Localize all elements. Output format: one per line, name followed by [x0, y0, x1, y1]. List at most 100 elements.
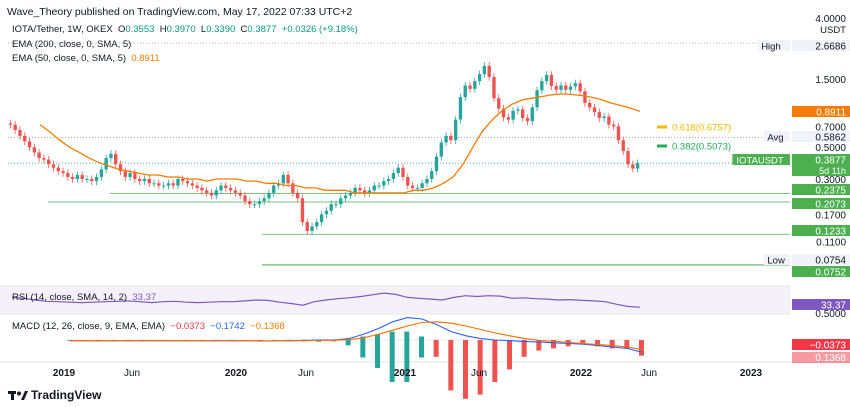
candle-body: [257, 201, 262, 205]
candle-body: [228, 187, 233, 191]
candle-body: [61, 171, 65, 174]
candle-body: [506, 117, 511, 120]
candle-body: [444, 135, 448, 143]
candle-body: [611, 124, 616, 127]
candle-body: [18, 129, 22, 136]
candle-body: [205, 190, 209, 193]
price-tag-name: Avg: [767, 133, 783, 144]
candle-body: [300, 198, 305, 223]
candle-body: [161, 185, 166, 187]
candle-body: [353, 187, 357, 193]
price-tick-label: 0.1100: [816, 237, 846, 248]
candle-body: [181, 178, 185, 182]
price-tag-value: 0.8911: [816, 108, 846, 119]
candle-body: [166, 183, 171, 186]
macd-histogram-bar: [463, 340, 468, 399]
price-tag-box: [792, 352, 850, 363]
macd-histogram-bar: [477, 340, 483, 395]
candle-body: [530, 107, 534, 122]
macd-histogram-bar: [404, 331, 410, 382]
candle-body: [592, 107, 597, 113]
candle-body: [583, 91, 587, 103]
price-tag-name: Low: [767, 256, 785, 267]
candle-body: [544, 74, 549, 82]
macd-legend[interactable]: MACD (12, 26, close, 9, EMA, EMA) −0.037…: [12, 321, 285, 332]
price-tag-box: [792, 254, 850, 265]
candle-body: [382, 181, 386, 186]
macd-histogram-bar: [67, 339, 72, 341]
candle-body: [439, 142, 443, 157]
candle-body: [319, 214, 324, 223]
candle-body: [473, 81, 477, 89]
candle-body: [219, 185, 223, 191]
price-tag-value: 0.5862: [815, 133, 846, 144]
candle-body: [406, 176, 410, 186]
candle-body: [415, 187, 420, 189]
candle-body: [142, 178, 147, 182]
tradingview-icon: [8, 391, 28, 400]
ema200-legend[interactable]: EMA (200, close, 0, SMA, 5): [12, 39, 131, 50]
candle-body: [47, 159, 51, 165]
price-tick-label: 0.3000: [815, 175, 846, 186]
close-value: 0.3877: [247, 24, 277, 35]
candle-body: [482, 65, 487, 75]
rsi-value: 33.37: [132, 292, 157, 303]
candle-body: [305, 222, 309, 231]
horizontal-levels: [8, 42, 790, 266]
candle-body: [51, 164, 56, 168]
candle-body: [104, 158, 108, 170]
rsi-pane: [0, 287, 790, 313]
macd-histogram-bar: [536, 340, 542, 351]
price-tick-label: 4.0000: [815, 14, 846, 25]
candle-body: [99, 169, 104, 177]
published-by-line: Wave_Theory published on TradingView.com…: [7, 6, 353, 18]
macd-histogram-bar: [521, 340, 527, 357]
candle-body: [588, 102, 592, 108]
price-tag-box: [792, 339, 850, 350]
close-label: C: [240, 24, 248, 35]
price-tick-label: 0.5000: [815, 309, 846, 320]
symbol-legend[interactable]: IOTA/Tether, 1W, OKEX O0.3553 H0.3970 L0…: [12, 24, 358, 35]
candle-body: [195, 185, 199, 188]
rsi-legend[interactable]: RSI (14, close, SMA, 14, 2) 33.37: [12, 292, 156, 303]
time-axis[interactable]: 2019 Jun 2020 Jun 2021 Jun 2022 Jun 2023: [53, 368, 763, 379]
ema50-legend[interactable]: EMA (50, close, 0, SMA, 5) 0.8911: [12, 53, 160, 64]
fib-label: 0.382(0.5073): [672, 142, 731, 153]
candle-body: [90, 178, 94, 182]
high-label: H: [159, 24, 167, 35]
time-tick-label: 2023: [740, 368, 763, 379]
ema200-label: EMA (200, close, 0, SMA, 5): [12, 39, 132, 50]
candle-body: [109, 153, 113, 159]
candle-body: [492, 76, 496, 99]
grid-lines: [0, 285, 850, 363]
candle-body: [209, 192, 214, 196]
tradingview-logo[interactable]: TradingView: [8, 388, 101, 402]
macd-value-1: −0.0373: [170, 321, 205, 332]
candle-body: [171, 183, 175, 186]
candle-body: [363, 190, 367, 193]
candle-body: [272, 185, 276, 193]
time-tick-label: 2019: [53, 368, 76, 379]
candle-body: [66, 173, 70, 177]
candle-body: [607, 116, 611, 125]
candle-body: [243, 195, 247, 202]
macd-histogram-bar: [375, 334, 380, 368]
price-tag-value: 0.2375: [815, 186, 846, 197]
fib-label: 0.618(0.6757): [672, 123, 731, 134]
macd-histogram-bar: [492, 340, 498, 382]
price-axis[interactable]: 4.0000 1.5000 0.7000 0.5000 0.3000 0.1700 0.11…: [732, 14, 850, 364]
price-tag-name-box: [757, 40, 790, 51]
currency-label: USDT: [820, 25, 846, 36]
macd-histogram-bar: [624, 340, 630, 349]
price-tag-value: 0.3877: [815, 156, 846, 167]
price-tag-box: [792, 184, 850, 195]
macd-histogram-bar: [639, 340, 644, 356]
candle-body: [468, 85, 472, 89]
open-label: O: [117, 24, 126, 35]
price-tag-value: 33.37: [821, 301, 846, 312]
macd-value-3: −0.1368: [250, 321, 285, 332]
time-tick-label: 2022: [570, 368, 593, 379]
candle-body: [578, 83, 582, 92]
candle-body: [602, 116, 606, 119]
